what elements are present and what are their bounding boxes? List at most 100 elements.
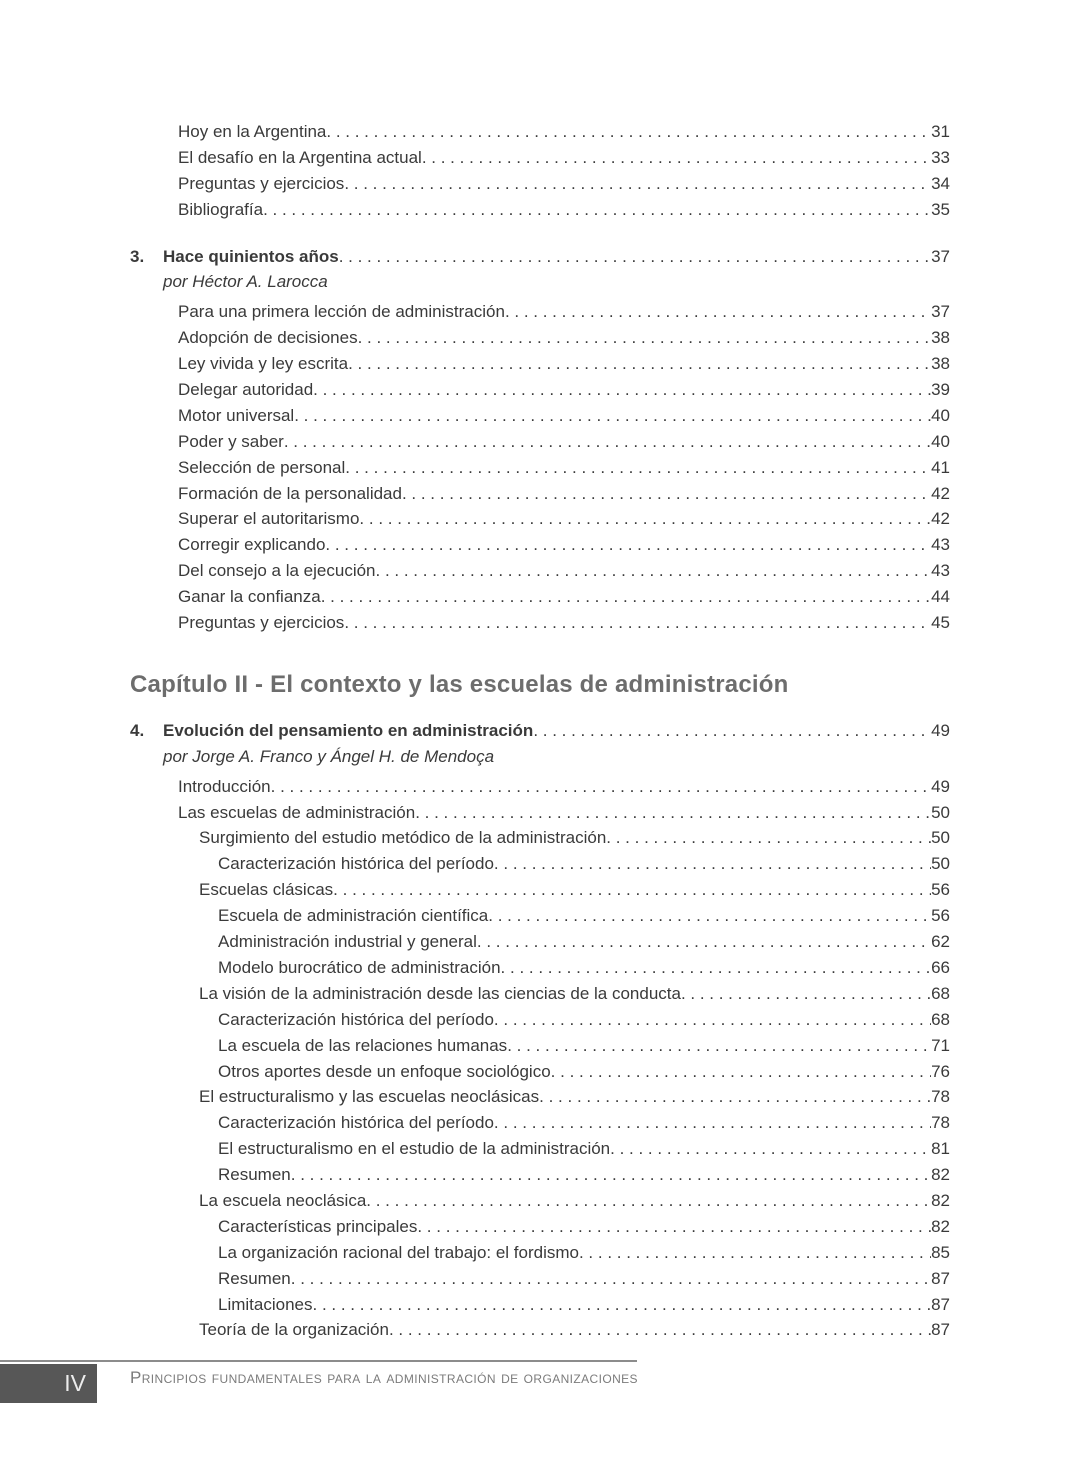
dot-leader: . . . . . . . . . . . . . . . . . . . . … xyxy=(680,983,932,1003)
page-number-value: 49 xyxy=(931,776,950,796)
toc-chapter-entry: 3. Hace quinientos años. . . . . . . . . … xyxy=(130,247,950,273)
page-number-value: 82 xyxy=(931,1216,950,1236)
toc-entry-label: Escuelas clásicas xyxy=(199,880,334,900)
toc-entry-label: Hace quinientos años xyxy=(163,246,339,266)
toc-entry-label: La visión de la administración desde las… xyxy=(199,983,681,1003)
page-number-value: 82 xyxy=(931,1165,950,1185)
toc-entry-label: Para una primera lección de administraci… xyxy=(178,302,505,322)
footer-rule xyxy=(0,1360,637,1362)
toc-entry: Otros aportes desde un enfoque sociológi… xyxy=(130,1062,950,1088)
page-number-value: 44 xyxy=(931,587,950,607)
page-number-value: 56 xyxy=(931,880,950,900)
toc-entry: Limitaciones. . . . . . . . . . . . . . … xyxy=(130,1295,950,1321)
toc-list: Hoy en la Argentina . . . . . . . . . . .… xyxy=(130,122,950,1346)
dot-leader: . . . . . . . . . . . . . . . . . . . . … xyxy=(345,457,931,477)
page-number-value: 40 xyxy=(931,405,950,425)
toc-entry-label: El desafío en la Argentina actual xyxy=(178,147,422,167)
page-number-value: 42 xyxy=(931,509,950,529)
dot-leader: . . . . . . . . . . . . . . . . . . . . … xyxy=(610,1139,931,1159)
page-number: IV xyxy=(64,1370,86,1396)
toc-entry-label: Caracterización histórica del período xyxy=(218,1113,494,1133)
toc-entry-label: La escuela de las relaciones humanas xyxy=(218,1035,508,1055)
dot-leader: . . . . . . . . . . . . . . . . . . . . … xyxy=(325,535,931,555)
toc-entry: Para una primera lección de administraci… xyxy=(130,302,950,328)
toc-entry-label: La escuela neoclásica xyxy=(199,1190,367,1210)
toc-entry-label: Ley vivida y ley escrita xyxy=(178,354,349,374)
page-number-value: 41 xyxy=(931,457,950,477)
toc-entry: Formación de la personalidad. . . . . . … xyxy=(130,484,950,510)
page-number-value: 87 xyxy=(931,1268,950,1288)
dot-leader: . . . . . . . . . . . . . . . . . . . . … xyxy=(333,880,931,900)
dot-leader: . . . . . . . . . . . . . . . . . . . . … xyxy=(606,828,931,848)
dot-leader: . . . . . . . . . . . . . . . . . . . . … xyxy=(500,957,932,977)
dot-leader: . . . . . . . . . . . . . . . . . . . . … xyxy=(338,246,931,266)
dot-leader: . . . . . . . . . . . . . . . . . . . . … xyxy=(270,776,931,796)
dot-leader: . . . . . . . . . . . . . . . . . . . . … xyxy=(263,199,931,219)
page-number-value: 43 xyxy=(931,535,950,555)
toc-byline: por Jorge A. Franco y Ángel H. de Mendoç… xyxy=(130,747,950,773)
chapter-number: 4. xyxy=(130,720,145,740)
dot-leader: . . . . . . . . . . . . . . . . . . . . … xyxy=(320,587,931,607)
toc-entry: Escuela de administración científica. . … xyxy=(130,906,950,932)
toc-entry-label: Escuela de administración científica xyxy=(218,906,489,926)
dot-leader: . . . . . . . . . . . . . . . . . . . . … xyxy=(357,328,932,348)
toc-entry: Características principales. . . . . . .… xyxy=(130,1217,950,1243)
page-number-value: 78 xyxy=(931,1087,950,1107)
dot-leader: . . . . . . . . . . . . . . . . . . . . … xyxy=(417,1216,931,1236)
page-number-value: 50 xyxy=(931,828,950,848)
toc-entry: Corregir explicando. . . . . . . . . . .… xyxy=(130,535,950,561)
toc-entry: La visión de la administración desde las… xyxy=(130,984,950,1010)
toc-entry: Las escuelas de administración. . . . . … xyxy=(130,803,950,829)
page-number-value: 87 xyxy=(931,1294,950,1314)
dot-leader: . . . . . . . . . . . . . . . . . . . . … xyxy=(359,509,931,529)
page-number-value: 76 xyxy=(931,1061,950,1081)
toc-entry-label: Bibliografía xyxy=(178,199,264,219)
dot-leader: . . . . . . . . . . . . . . . . . . . . … xyxy=(488,906,931,926)
dot-leader: . . . . . . . . . . . . . . . . . . . . … xyxy=(283,431,931,451)
toc-entry: Surgimiento del estudio metódico de la a… xyxy=(130,828,950,854)
toc-entry: Teoría de la organización. . . . . . . .… xyxy=(130,1320,950,1346)
toc-entry-label: Caracterización histórica del período xyxy=(218,854,494,874)
dot-leader: . . . . . . . . . . . . . . . . . . . . … xyxy=(290,1165,931,1185)
dot-leader: . . . . . . . . . . . . . . . . . . . . … xyxy=(493,1009,931,1029)
toc-entry: Preguntas y ejercicios. . . . . . . . . … xyxy=(130,613,950,639)
toc-entry-label: Modelo burocrático de administración xyxy=(218,957,501,977)
toc-byline: por Héctor A. Larocca xyxy=(130,272,950,298)
dot-leader: . . . . . . . . . . . . . . . . . . . . … xyxy=(550,1061,931,1081)
dot-leader: . . . . . . . . . . . . . . . . . . . . … xyxy=(401,483,931,503)
dot-leader: . . . . . . . . . . . . . . . . . . . . … xyxy=(507,1035,931,1055)
dot-leader: . . . . . . . . . . . . . . . . . . . . … xyxy=(504,302,931,322)
toc-entry-label: El estructuralismo y las escuelas neoclá… xyxy=(199,1087,540,1107)
page-number-value: 39 xyxy=(931,380,950,400)
toc-entry: La escuela neoclásica. . . . . . . . . .… xyxy=(130,1191,950,1217)
page-number-value: 31 xyxy=(931,122,950,141)
toc-entry-label: El estructuralismo en el estudio de la a… xyxy=(218,1139,611,1159)
toc-byline-text: por Jorge A. Franco y Ángel H. de Mendoç… xyxy=(163,746,495,766)
toc-entry: Del consejo a la ejecución. . . . . . . … xyxy=(130,561,950,587)
page-number-value: 35 xyxy=(931,199,950,219)
toc-entry-label: Adopción de decisiones xyxy=(178,328,358,348)
page-number-value: 71 xyxy=(931,1035,950,1055)
toc-entry: Caracterización histórica del período. .… xyxy=(130,1113,950,1139)
dot-leader: . . . . . . . . . . . . . . . . . . . . … xyxy=(348,354,931,374)
dot-leader: . . . . . . . . . . . . . . . . . . . . … xyxy=(366,1190,931,1210)
toc-entry-label: Poder y saber xyxy=(178,431,284,451)
dot-leader: . . . . . . . . . . . . . . . . . . . . … xyxy=(415,802,931,822)
toc-entry: Poder y saber. . . . . . . . . . . . . .… xyxy=(130,432,950,458)
dot-leader: . . . . . . . . . . . . . . . . . . . . … xyxy=(533,720,931,740)
toc-entry: Escuelas clásicas. . . . . . . . . . . .… xyxy=(130,880,950,906)
dot-leader: . . . . . . . . . . . . . . . . . . . . … xyxy=(539,1087,932,1107)
toc-entry-label: Selección de personal xyxy=(178,457,346,477)
page-number-value: 81 xyxy=(931,1139,950,1159)
toc-entry-label: Preguntas y ejercicios xyxy=(178,173,345,193)
toc-entry-label: Características principales xyxy=(218,1216,418,1236)
toc-entry-label: Hoy en la Argentina xyxy=(178,122,327,141)
page-number-value: 37 xyxy=(931,246,950,266)
toc-entry: Bibliografía. . . . . . . . . . . . . . … xyxy=(130,200,950,226)
toc-entry-label: Ganar la confianza xyxy=(178,587,321,607)
page-number-value: 62 xyxy=(931,932,950,952)
toc-entry: El estructuralismo en el estudio de la a… xyxy=(130,1139,950,1165)
dot-leader: . . . . . . . . . . . . . . . . . . . . … xyxy=(313,380,931,400)
dot-leader: . . . . . . . . . . . . . . . . . . . . … xyxy=(312,1294,932,1314)
